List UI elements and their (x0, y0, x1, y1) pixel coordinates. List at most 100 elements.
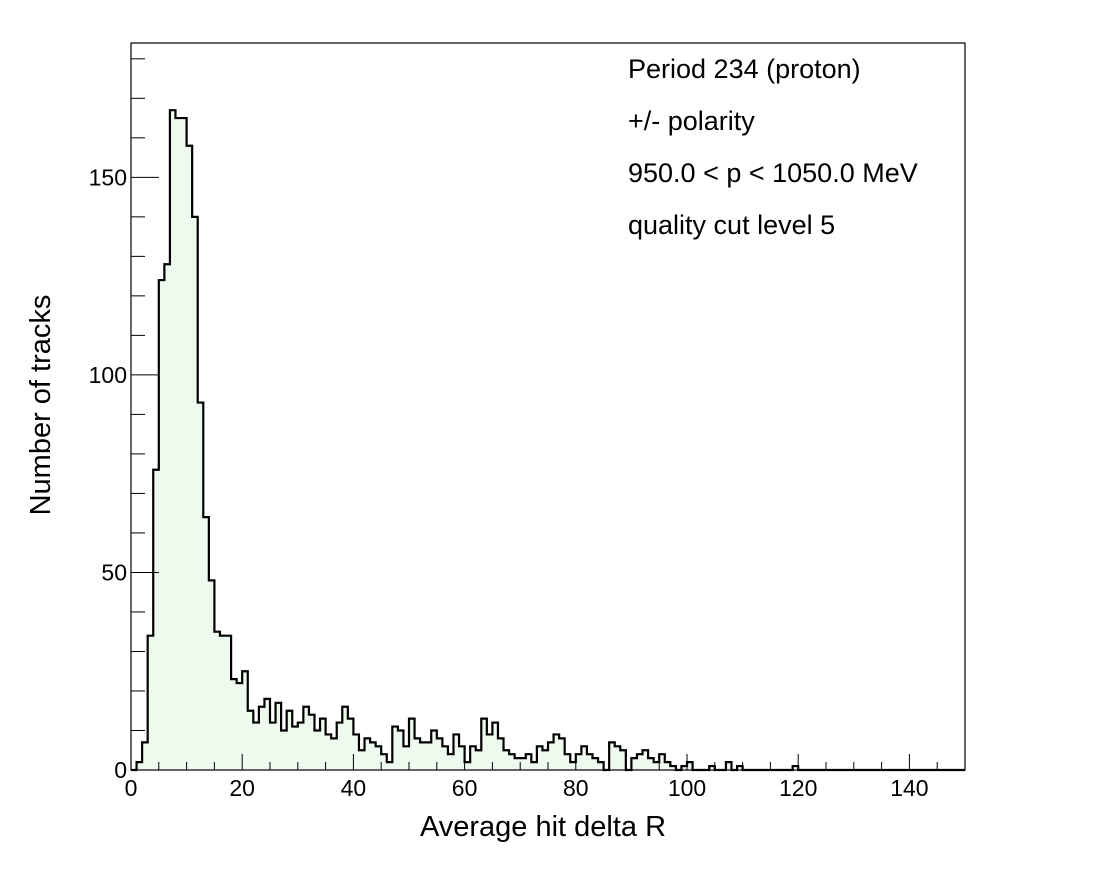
histogram-bin (292, 726, 299, 770)
x-tick-label: 20 (229, 775, 255, 801)
histogram-bin (164, 264, 171, 770)
histogram-bin (236, 683, 243, 770)
histogram-bin (275, 702, 282, 770)
histogram-bin (325, 734, 332, 770)
histogram-bin (586, 754, 593, 770)
histogram-bin (620, 750, 627, 770)
annotation-polarity: +/- polarity (628, 106, 755, 136)
histogram-bin (475, 750, 482, 770)
histogram-bin (464, 762, 471, 770)
x-tick-label: 80 (563, 775, 589, 801)
histogram-bin (281, 730, 288, 770)
histogram-bin (347, 718, 354, 770)
histogram-bin (525, 754, 532, 770)
annotation-period: Period 234 (proton) (628, 54, 861, 84)
y-axis: 0 50 100 150 (89, 58, 159, 783)
x-tick-label: 0 (125, 775, 138, 801)
histogram-bin (253, 722, 260, 770)
histogram-bin (592, 758, 599, 770)
histogram-bin (659, 754, 666, 770)
histogram-bin (175, 118, 182, 770)
histogram-bin (631, 758, 638, 770)
x-tick-label: 140 (890, 775, 928, 801)
histogram-bin (420, 742, 427, 770)
histogram-bin (203, 517, 210, 770)
histogram-bin (670, 766, 677, 770)
y-tick-label: 0 (114, 757, 127, 783)
histogram-bin (336, 722, 343, 770)
plot-frame (130, 42, 966, 771)
histogram-bin (642, 750, 649, 770)
x-axis-title: Average hit delta R (420, 811, 666, 843)
x-tick-label: 100 (668, 775, 706, 801)
histogram-bin (270, 722, 276, 770)
histogram-bin (297, 722, 304, 770)
histogram-fill (136, 110, 799, 771)
histogram-bin (497, 738, 504, 770)
histogram-bin (392, 726, 399, 770)
x-tick-label: 120 (779, 775, 817, 801)
histogram-bin (598, 762, 604, 770)
histogram-bin (153, 469, 160, 770)
histogram-bin (158, 280, 165, 770)
histogram-bin (514, 758, 521, 770)
histogram-bin (169, 110, 176, 771)
histogram-bin (242, 671, 249, 770)
x-axis: 0 20 40 60 80 100 120 140 (125, 754, 966, 801)
histogram-bin (453, 734, 460, 770)
histogram-bin (737, 766, 743, 770)
histogram-bin (247, 710, 254, 770)
histogram-bin (197, 402, 204, 770)
histogram-bin (531, 762, 538, 770)
histogram-bin (581, 746, 588, 770)
histogram-bin (181, 118, 187, 770)
histogram-bin (536, 746, 543, 770)
histogram-bin (403, 746, 410, 770)
histogram-bin (308, 714, 315, 770)
annotation-momentum-range: 950.0 < p < 1050.0 MeV (628, 158, 918, 188)
y-tick-label: 100 (89, 362, 127, 388)
histogram-bin (397, 730, 404, 770)
histogram-bin (614, 746, 621, 770)
histogram-bin (353, 734, 360, 770)
histogram-outline (131, 109, 965, 772)
histogram-bin (219, 635, 226, 770)
histogram-bin (447, 754, 454, 770)
x-tick-label: 60 (452, 775, 478, 801)
y-tick-label: 150 (89, 164, 127, 190)
histogram-bin (470, 746, 477, 770)
histogram-bin (358, 750, 365, 770)
histogram-bin (425, 742, 432, 770)
annotation-quality-cut: quality cut level 5 (628, 210, 835, 240)
histogram-bin (792, 766, 799, 770)
histogram-bin (192, 216, 199, 770)
x-tick-label: 40 (341, 775, 367, 801)
histogram-bin (208, 580, 215, 770)
histogram-bin (375, 746, 382, 770)
histogram-bin (653, 762, 660, 770)
histogram-bin (548, 742, 554, 770)
histogram-bin (570, 762, 577, 770)
histogram-bin (381, 754, 388, 770)
histogram-bin (136, 762, 143, 770)
histogram-bin (520, 758, 527, 770)
histogram-bin (559, 738, 566, 770)
histogram-bin (709, 766, 716, 770)
histogram-bin (542, 750, 549, 770)
histogram-bin (564, 754, 571, 770)
histogram-bin (481, 718, 488, 770)
histogram-bin (370, 742, 377, 770)
histogram-bin (286, 710, 293, 770)
histogram-bin (648, 758, 655, 770)
histogram-bin (725, 762, 732, 770)
histogram-bin (575, 754, 582, 770)
histogram-bin (147, 635, 154, 770)
histogram-bin (492, 722, 499, 770)
histogram-bin (331, 738, 338, 770)
histogram-bin (214, 631, 221, 770)
histogram-bin (636, 754, 643, 770)
histogram-bin (459, 746, 465, 770)
histogram-bin (687, 762, 693, 770)
histogram-bin (231, 679, 238, 770)
